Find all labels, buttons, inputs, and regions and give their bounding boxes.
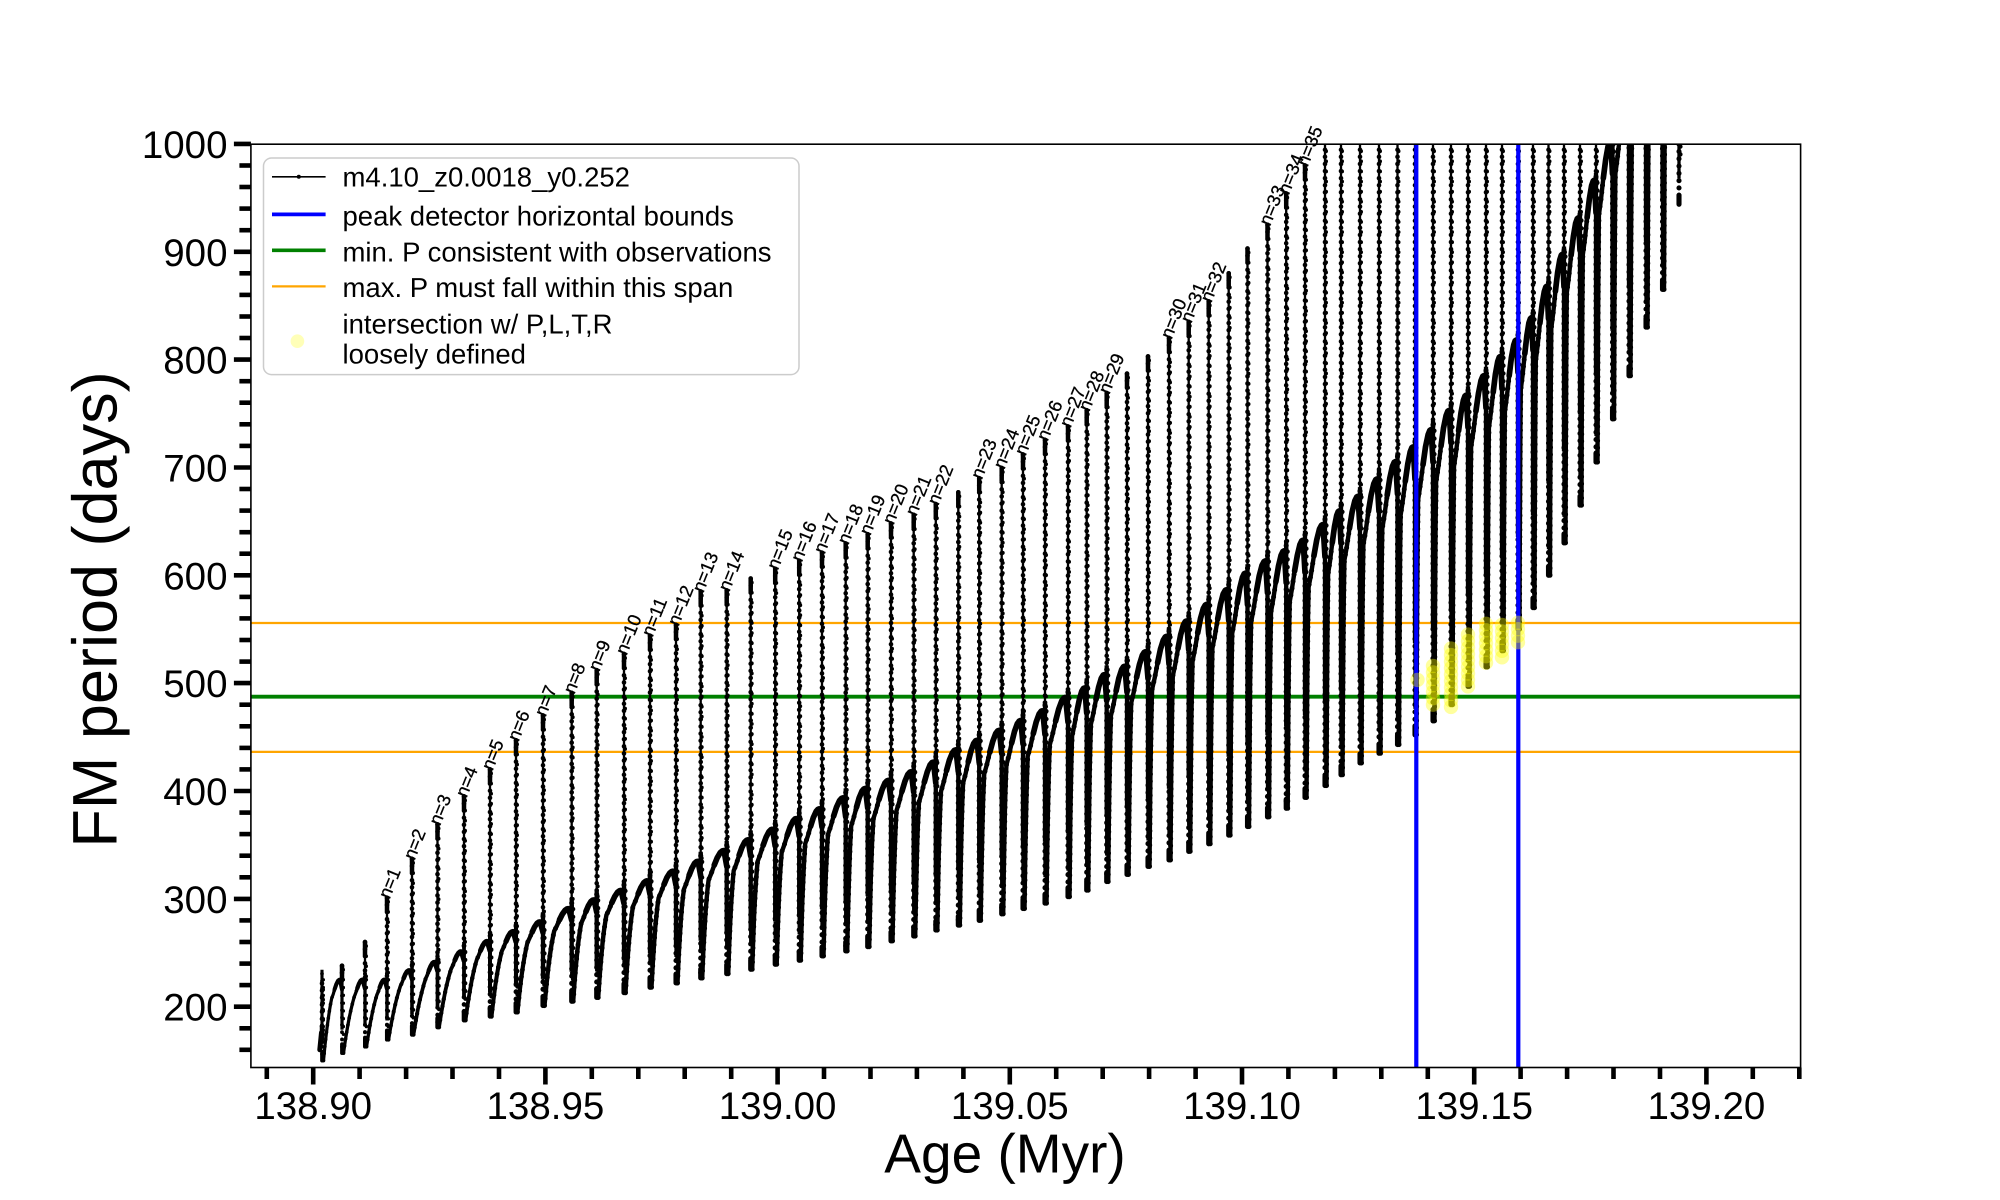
svg-text:138.90: 138.90	[254, 1085, 372, 1128]
svg-text:800: 800	[163, 340, 227, 383]
svg-text:600: 600	[163, 555, 227, 598]
svg-text:loosely defined: loosely defined	[343, 338, 526, 369]
svg-text:1000: 1000	[142, 124, 228, 167]
svg-text:139.05: 139.05	[951, 1085, 1069, 1128]
svg-text:700: 700	[163, 448, 227, 491]
svg-text:peak detector horizontal bound: peak detector horizontal bounds	[343, 201, 734, 232]
svg-text:intersection w/ P,L,T,R: intersection w/ P,L,T,R	[343, 309, 613, 340]
svg-text:500: 500	[163, 663, 227, 706]
svg-text:FM period (days): FM period (days)	[61, 371, 131, 847]
svg-text:139.15: 139.15	[1415, 1085, 1533, 1128]
svg-text:min. P consistent with observa: min. P consistent with observations	[343, 237, 772, 268]
svg-text:max. P must fall within this s: max. P must fall within this span	[343, 272, 734, 303]
svg-text:m4.10_z0.0018_y0.252: m4.10_z0.0018_y0.252	[343, 162, 630, 193]
svg-text:n=5: n=5	[477, 736, 508, 773]
svg-text:139.10: 139.10	[1183, 1085, 1301, 1128]
svg-text:138.95: 138.95	[487, 1085, 605, 1128]
svg-text:900: 900	[163, 232, 227, 275]
svg-text:300: 300	[163, 879, 227, 922]
svg-text:139.00: 139.00	[719, 1085, 837, 1128]
svg-text:400: 400	[163, 771, 227, 814]
svg-text:139.20: 139.20	[1648, 1085, 1766, 1128]
svg-text:Age (Myr): Age (Myr)	[884, 1123, 1125, 1185]
svg-text:200: 200	[163, 987, 227, 1030]
